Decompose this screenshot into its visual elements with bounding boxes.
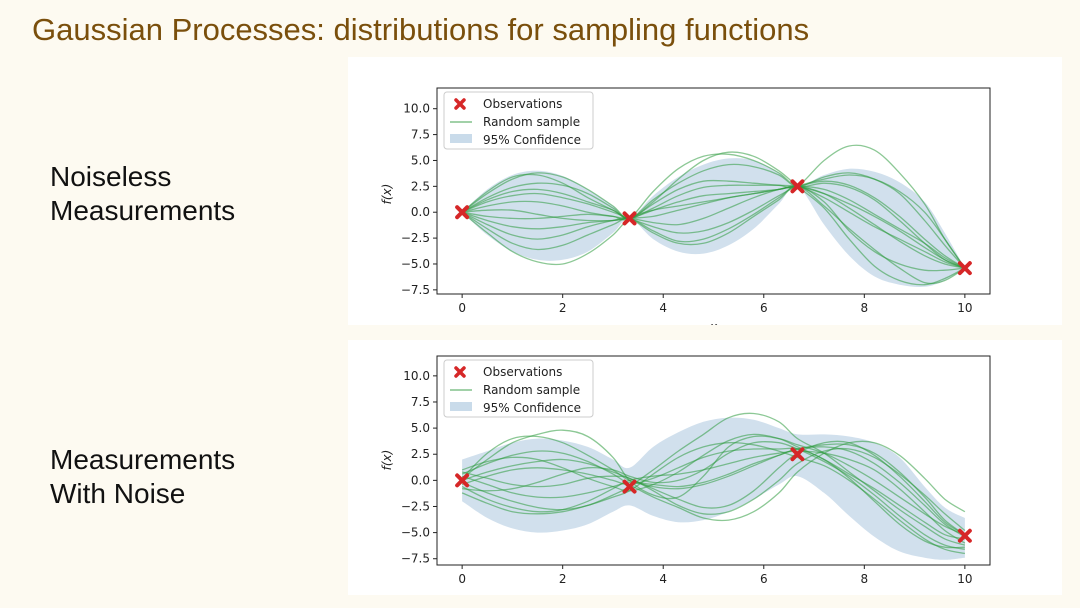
confidence-band: [462, 158, 965, 287]
sample-line-5: [461, 433, 966, 540]
x-tick-label-10: 10: [957, 572, 972, 586]
legend-box: [443, 91, 594, 150]
chart-panel-noiseless: 0 2 4 6 8 10 10.0 7.5 5.0 2.5 0.0 −2.5 −5.0 −7.5 f(x) x…: [348, 57, 1062, 325]
plot-area: [461, 412, 966, 560]
sample-line-8: [461, 443, 966, 536]
y-tick-label-7: −7.5: [401, 552, 430, 566]
y-tick-label-4: 0.0: [411, 473, 430, 487]
y-axis-label: f(x): [380, 450, 394, 471]
axes-frame: [436, 87, 991, 295]
y-tick-label-2: 5.0: [411, 153, 430, 167]
legend: Observations Random sample 95% Confidence: [443, 91, 594, 150]
legend-label-1: Observations: [483, 365, 562, 379]
legend-confidence-icon: [450, 134, 472, 143]
slide-title: Gaussian Processes: distributions for sa…: [32, 12, 810, 47]
label-noiseless-line1: Noiseless: [50, 161, 172, 192]
label-with-noise-line2: With Noise: [50, 478, 186, 509]
y-tick-label-1: 7.5: [411, 395, 430, 409]
x-tick-label-10: 10: [957, 301, 972, 315]
sample-line-1: [461, 163, 966, 269]
x-tick-label-0: 0: [458, 572, 466, 586]
x-tick-label-6: 6: [760, 572, 768, 586]
x-axis-label: x: [709, 320, 718, 325]
y-tick-label-5: −2.5: [401, 499, 430, 513]
sample-line-5: [461, 153, 966, 269]
x-tick-label-8: 8: [860, 572, 868, 586]
legend: Observations Random sample 95% Confidence: [443, 359, 594, 418]
observation-marker-1: [455, 473, 470, 488]
sample-line-10: [461, 185, 966, 269]
observation-marker-2: [622, 479, 637, 494]
legend-label-3: 95% Confidence: [483, 133, 581, 147]
chart-noiseless: 0 2 4 6 8 10 10.0 7.5 5.0 2.5 0.0 −2.5 −5.0 −7.5 f(x) x…: [380, 87, 991, 325]
x-tick-label-8: 8: [860, 301, 868, 315]
legend-label-2: Random sample: [483, 383, 580, 397]
observation-marker-1: [455, 205, 470, 220]
plot-area: [461, 144, 966, 287]
x-axis-label: x: [709, 591, 718, 595]
x-tick-label-4: 4: [659, 301, 667, 315]
sample-line-12: [461, 435, 966, 538]
sample-line-6: [461, 185, 966, 285]
label-with-noise-line1: Measurements: [50, 444, 236, 475]
label-noiseless: Noiseless Measurements: [50, 160, 235, 228]
chart-panel-with-noise: 0 2 4 6 8 10 10.0 7.5 5.0 2.5 0.0 −2.5 −5.0 −7.5 f(x) x…: [348, 340, 1062, 595]
y-tick-label-3: 2.5: [411, 447, 430, 461]
sample-line-4: [461, 450, 966, 544]
sample-line-9: [461, 151, 966, 286]
confidence-band: [462, 417, 965, 560]
x-tick-label-6: 6: [760, 301, 768, 315]
legend-confidence-icon: [450, 402, 472, 411]
sample-line-9: [461, 447, 965, 549]
label-noiseless-line2: Measurements: [50, 195, 236, 226]
observation-marker-3: [790, 179, 805, 194]
sample-line-12: [461, 185, 966, 269]
y-tick-label-7: −7.5: [401, 283, 430, 297]
sample-line-7: [461, 173, 966, 269]
y-tick-label-2: 5.0: [411, 421, 430, 435]
legend-box: [443, 359, 594, 418]
legend-observation-icon: [454, 366, 466, 378]
y-tick-label-4: 0.0: [411, 205, 430, 219]
sample-line-8: [462, 180, 966, 269]
y-tick-label-5: −2.5: [401, 231, 430, 245]
y-tick-label-6: −5.0: [401, 257, 430, 271]
y-tick-label-6: −5.0: [401, 526, 430, 540]
sample-line-6: [461, 441, 966, 555]
legend-label-2: Random sample: [483, 115, 580, 129]
chart-with-noise: 0 2 4 6 8 10 10.0 7.5 5.0 2.5 0.0 −2.5 −5.0 −7.5 f(x) x…: [380, 355, 991, 595]
observation-marker-3: [790, 447, 805, 462]
observation-marker-2: [622, 211, 637, 226]
sample-line-11: [462, 441, 966, 550]
x-tick-label-2: 2: [559, 301, 567, 315]
axes-frame: [436, 355, 991, 566]
sample-line-10: [461, 447, 966, 532]
label-with-noise: Measurements With Noise: [50, 443, 235, 511]
observation-marker-4: [957, 528, 972, 543]
x-tick-label-4: 4: [659, 572, 667, 586]
y-tick-label-0: 10.0: [403, 102, 430, 116]
x-tick-label-2: 2: [559, 572, 567, 586]
legend-label-3: 95% Confidence: [483, 401, 581, 415]
y-tick-label-0: 10.0: [403, 369, 430, 383]
sample-line-3: [461, 144, 966, 269]
y-tick-label-3: 2.5: [411, 179, 430, 193]
legend-observation-icon: [454, 98, 466, 110]
sample-line-3: [461, 440, 966, 522]
x-tick-label-0: 0: [458, 301, 466, 315]
sample-line-2: [461, 412, 966, 546]
observation-marker-4: [957, 261, 972, 276]
sample-line-11: [461, 174, 966, 269]
legend-label-1: Observations: [483, 97, 562, 111]
y-tick-label-1: 7.5: [411, 128, 430, 142]
y-axis-label: f(x): [380, 184, 394, 205]
